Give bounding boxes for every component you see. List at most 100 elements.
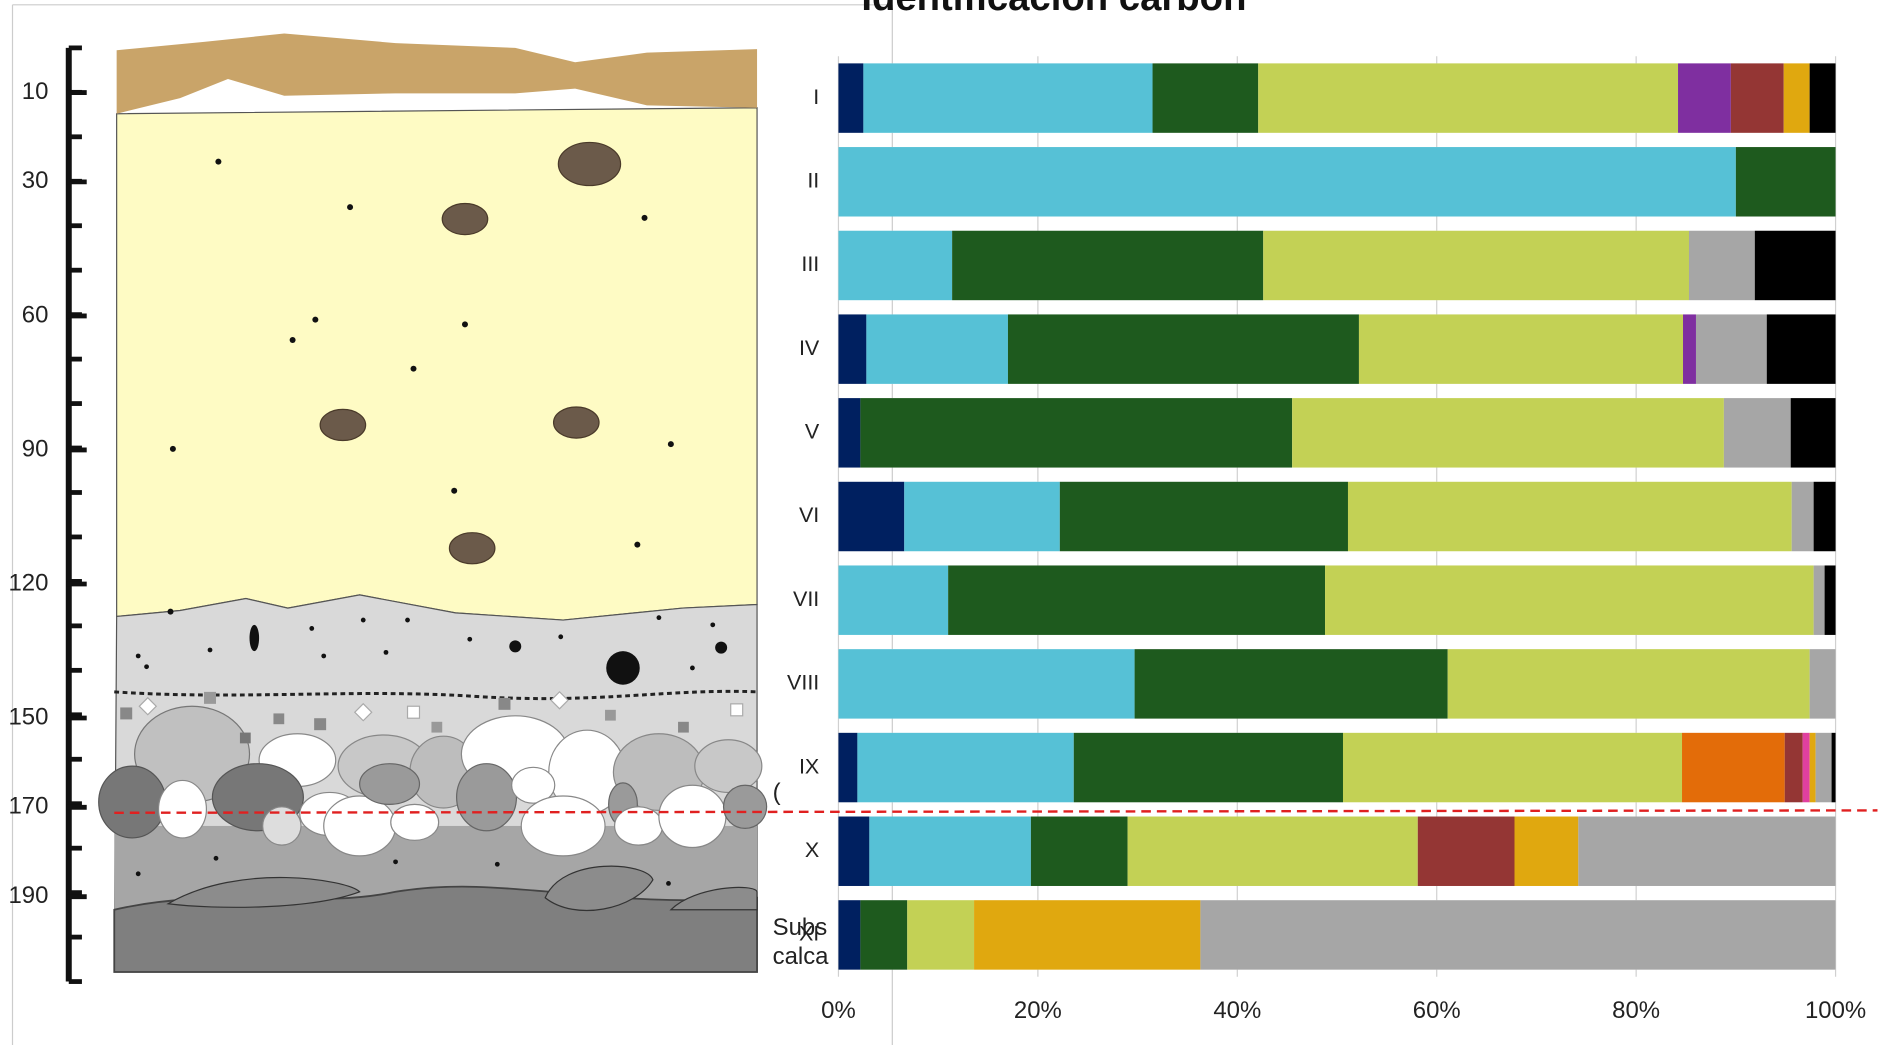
bar-segment [1292, 398, 1724, 468]
rock [669, 886, 758, 911]
depth-tick-label: 150 [8, 703, 48, 730]
x-tick-label: 0% [821, 997, 856, 1024]
bar-segment [838, 314, 867, 384]
bar-segment [838, 398, 861, 468]
bar-segment [974, 900, 1201, 970]
y-tick-label: VI [799, 503, 819, 527]
bar-segment [1791, 481, 1814, 552]
bar-segment [838, 900, 861, 970]
bar-segment [1784, 732, 1803, 803]
bar-segment [1073, 732, 1343, 803]
nodule [552, 406, 600, 439]
y-tick-label: IX [799, 754, 819, 778]
bar-segment [1059, 481, 1348, 552]
rock [166, 876, 361, 908]
bar-segment [1790, 398, 1836, 468]
x-tick-label: 20% [1014, 997, 1062, 1024]
bar-area: 0% 20% 40% 60% 80% 100%IIIIIIIVVVIVIIVIIIIXXX… [787, 56, 1866, 1024]
bar-segment [838, 649, 1135, 719]
cobble [658, 784, 727, 849]
bar-segment [1688, 230, 1755, 301]
cobble [262, 806, 302, 846]
bar-segment [1809, 649, 1836, 719]
bar-segment [948, 565, 1326, 635]
boundary [114, 689, 758, 701]
top-soil [116, 33, 758, 114]
nodule [448, 532, 496, 565]
x-tick-label: 80% [1612, 997, 1660, 1024]
dots [135, 158, 728, 886]
bar-segment [838, 63, 864, 133]
y-tick-label: II [807, 168, 819, 192]
rock [544, 865, 654, 912]
bar-segment [1347, 481, 1792, 552]
x-tick-label: 60% [1413, 997, 1461, 1024]
bar-segment [1007, 314, 1359, 384]
bar-segment [838, 230, 953, 301]
cobble [323, 795, 397, 857]
bar-segment [838, 816, 870, 886]
cobble [390, 803, 440, 841]
bar-segment [1342, 732, 1683, 803]
bar-segment [1152, 63, 1259, 133]
bar-segment [1030, 816, 1128, 886]
bar-segment [838, 565, 949, 635]
depth-tick-label: 190 [8, 882, 48, 909]
bar-segment [863, 63, 1153, 133]
bar-segment [1447, 649, 1810, 719]
nodule [557, 141, 622, 187]
bar-segment [1802, 732, 1810, 803]
cobble [98, 765, 167, 839]
bar-segment [1783, 63, 1810, 133]
bar-segment [1824, 565, 1836, 635]
annotation: Subs [773, 914, 828, 941]
cobble [157, 779, 208, 839]
x-tick-label: 100% [1805, 997, 1866, 1024]
y-tick-label: VII [793, 587, 819, 611]
bar-segment [869, 816, 1031, 886]
profile-drawing [98, 33, 768, 973]
annotation: ( [773, 779, 781, 806]
bar-segment [1813, 481, 1836, 552]
x-tick-label: 40% [1213, 997, 1261, 1024]
bar-segment [860, 398, 1293, 468]
bar-segment [907, 900, 975, 970]
y-tick-label: XI [799, 922, 819, 946]
bar-segment [1683, 314, 1696, 384]
bar-segment [1263, 230, 1689, 301]
bar-segment [952, 230, 1264, 301]
nodules [319, 141, 622, 565]
gravel-squares [120, 690, 744, 744]
bar-segment [1682, 732, 1785, 803]
reference-line [114, 809, 1878, 814]
cobble [694, 739, 763, 794]
bar-segment [1417, 816, 1515, 886]
depth-tick-label: 90 [22, 435, 49, 462]
nodule [441, 202, 489, 236]
bar-segment [1809, 732, 1816, 803]
cobble [456, 763, 518, 832]
bar-segment [1325, 565, 1814, 635]
bar-segment [860, 900, 908, 970]
bar-segment [1766, 314, 1836, 384]
annotation: calca [773, 943, 830, 970]
bar-segment [1200, 900, 1836, 970]
cobble [359, 763, 421, 805]
bar-segment [1815, 732, 1832, 803]
bar-segment [1723, 398, 1791, 468]
y-tick-label: III [801, 252, 819, 276]
cobble [520, 795, 606, 857]
bar-segment [1258, 63, 1679, 133]
y-tick-label: X [805, 838, 819, 862]
y-tick-label: V [805, 420, 820, 444]
bar-segment [1730, 63, 1784, 133]
bar-segment [1809, 63, 1836, 133]
bar-segment [1813, 565, 1825, 635]
bar-segment [1134, 649, 1448, 719]
depth-tick-label: 170 [8, 793, 48, 820]
bar-segment [1514, 816, 1579, 886]
y-tick-label: IV [799, 336, 820, 360]
loess-layer [116, 107, 758, 621]
